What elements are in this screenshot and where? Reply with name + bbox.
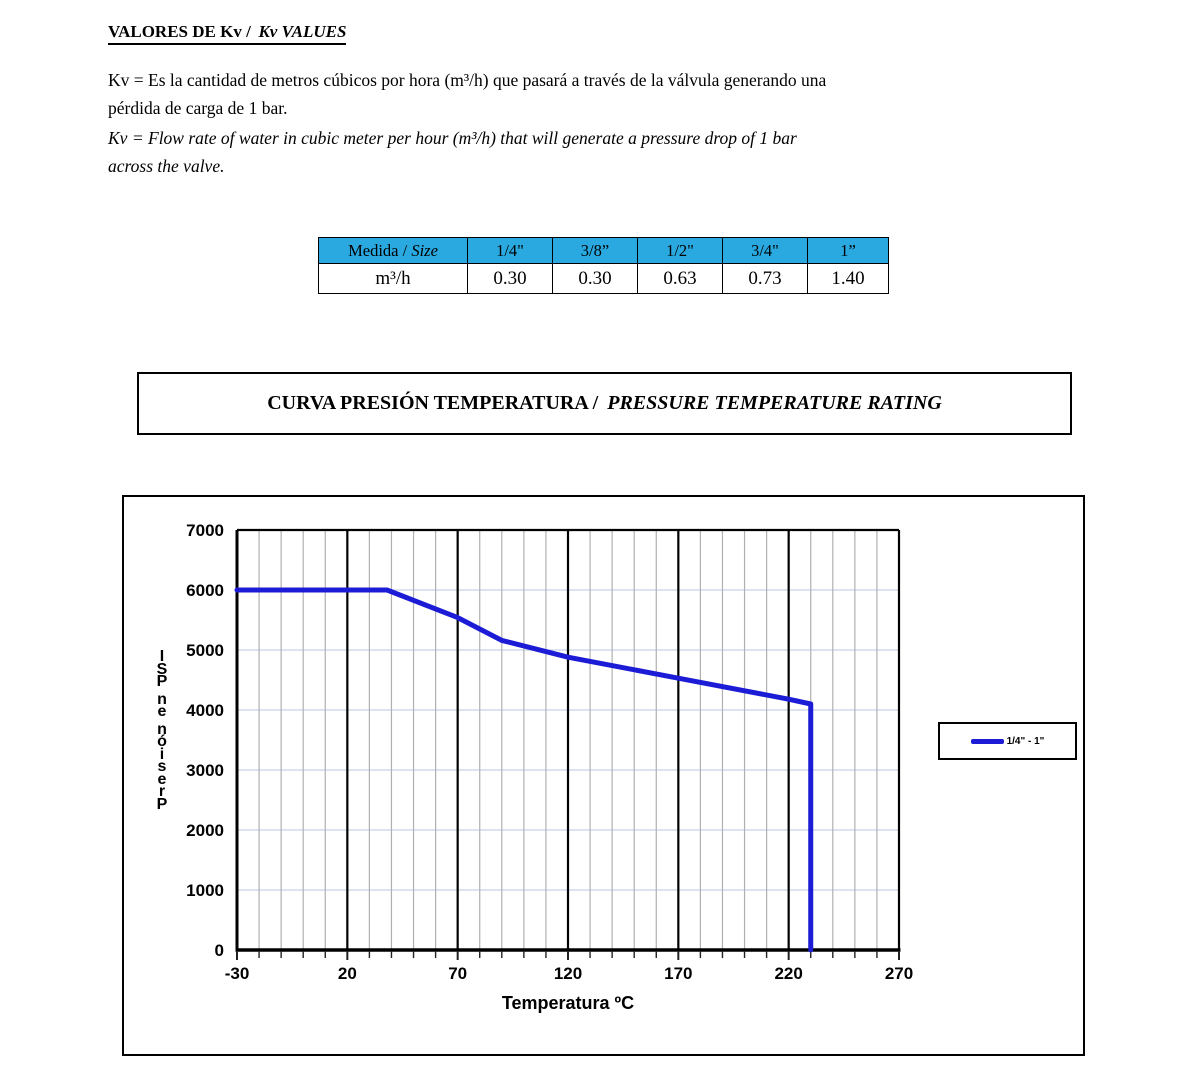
x-tick-label: 220 (774, 964, 802, 983)
page-title: VALORES DE Kv / Kv VALUES (108, 22, 347, 45)
kv-value-1-4: 0.30 (467, 263, 553, 294)
pressure-temperature-chart: 0 1000 2000 3000 4000 5000 6000 7000 -30 20 70 120 1… (186, 521, 913, 983)
y-tick-label: 7000 (186, 521, 224, 540)
kv-definition-spanish: Kv = Es la cantidad de metros cúbicos po… (108, 66, 826, 122)
kv-definition-spanish-line2: pérdida de carga de 1 bar. (108, 98, 288, 118)
kv-table-size-1: 1” (807, 237, 889, 264)
page-title-en: Kv VALUES (258, 22, 347, 41)
kv-table-values-row: m³/h 0.30 0.30 0.63 0.73 1.40 (318, 263, 889, 294)
x-axis-title: Temperatura ºC (501, 993, 635, 1013)
y-tick-label: 0 (215, 941, 224, 960)
kv-table-size-1-2: 1/2" (637, 237, 723, 264)
kv-definition-english-line2: across the valve. (108, 156, 225, 176)
x-tick-label: -30 (225, 964, 250, 983)
kv-value-1-2: 0.63 (637, 263, 723, 294)
y-tick-label: 4000 (186, 701, 224, 720)
y-tick-label: 5000 (186, 641, 224, 660)
kv-definition-spanish-line1: Kv = Es la cantidad de metros cúbicos po… (108, 70, 827, 90)
chart-legend: 1/4" - 1" (938, 722, 1077, 760)
curve-line (234, 587, 814, 953)
kv-value-3-4: 0.73 (722, 263, 808, 294)
kv-definition-english: Kv = Flow rate of water in cubic meter p… (108, 124, 797, 180)
y-tick-label: 3000 (186, 761, 224, 780)
x-tick-label: 120 (554, 964, 582, 983)
kv-table-size-1-4: 1/4" (467, 237, 553, 264)
y-tick-label: 6000 (186, 581, 224, 600)
section-title-box: CURVA PRESIÓN TEMPERATURA / PRESSURE TEMP… (137, 372, 1072, 435)
legend-line-swatch (970, 738, 1004, 744)
section-title-en: PRESSURE TEMPERATURE RATING (607, 392, 942, 414)
kv-definition-english-line1: Kv = Flow rate of water in cubic meter p… (108, 128, 797, 148)
kv-values-table: Medida / Size 1/4" 3/8” 1/2" 3/4" 1” m³/… (318, 237, 889, 294)
legend-series-label: 1/4" - 1" (1006, 735, 1045, 747)
y-tick-label: 2000 (186, 821, 224, 840)
x-tick-label: 70 (448, 964, 467, 983)
y-tick-label: 1000 (186, 881, 224, 900)
kv-table-size-3-4: 3/4" (722, 237, 808, 264)
kv-table-size-3-8: 3/8” (552, 237, 638, 264)
x-tick-label: 20 (338, 964, 357, 983)
x-tick-label: 170 (664, 964, 692, 983)
kv-table-unit: m³/h (318, 263, 468, 294)
kv-table-header-size: Medida / Size (318, 237, 468, 264)
kv-value-1: 1.40 (807, 263, 889, 294)
kv-value-3-8: 0.30 (552, 263, 638, 294)
page-title-es: VALORES DE Kv / (108, 22, 251, 41)
x-tick-label: 270 (885, 964, 913, 983)
pressure-temperature-figure: 0 1000 2000 3000 4000 5000 6000 7000 -30 20 70 120 1… (122, 495, 1085, 1056)
section-title-es: CURVA PRESIÓN TEMPERATURA / (267, 392, 599, 414)
kv-table-header-row: Medida / Size 1/4" 3/8” 1/2" 3/4" 1” (318, 237, 889, 264)
